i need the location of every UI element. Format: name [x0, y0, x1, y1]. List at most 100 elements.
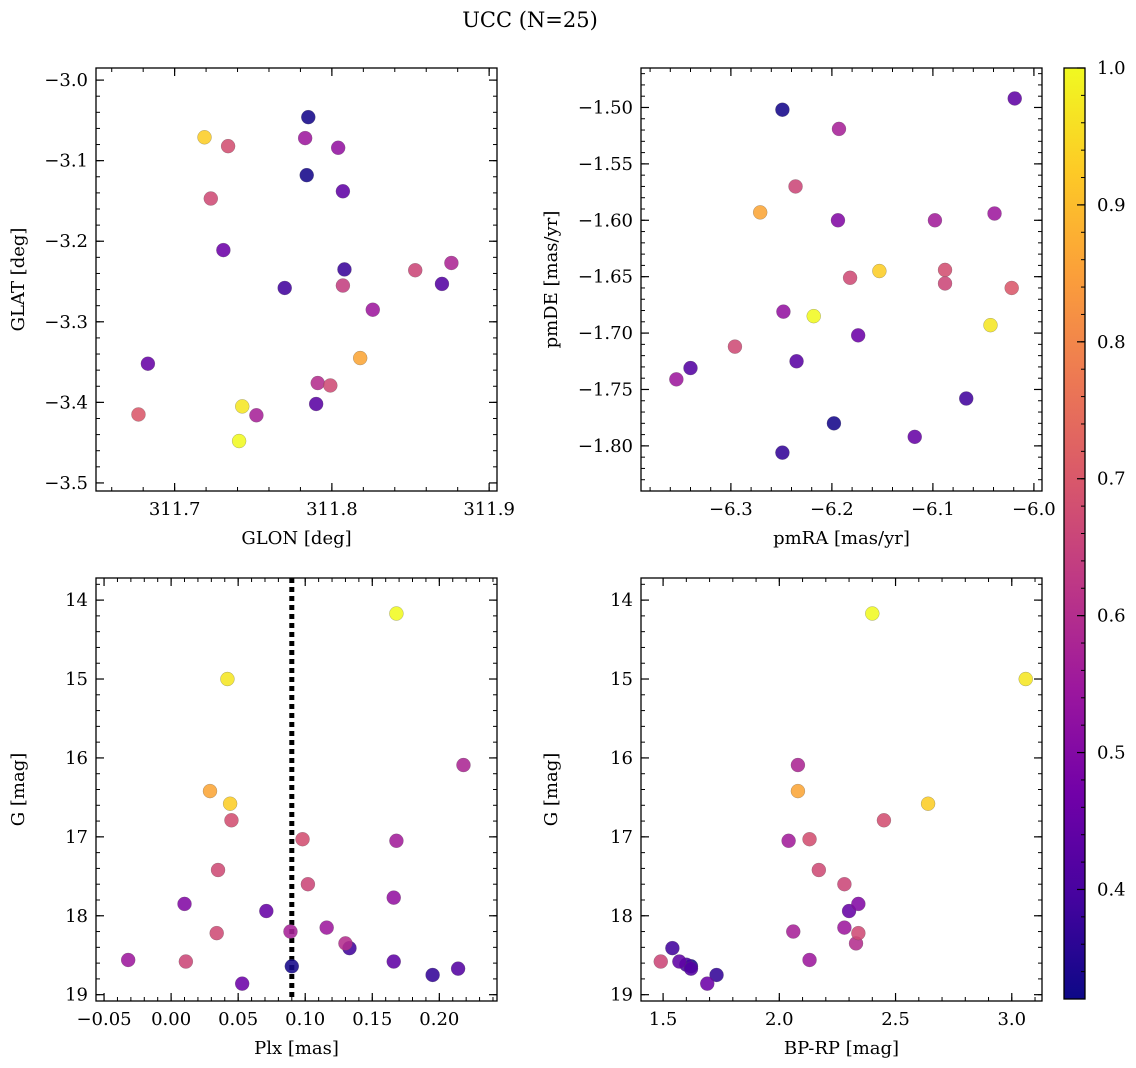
scatter-point [837, 920, 852, 935]
y-tick-label: −3.3 [44, 312, 88, 333]
scatter-point [776, 304, 791, 319]
scatter-point [842, 270, 858, 286]
scatter-point [284, 959, 300, 974]
scatter-point [297, 130, 313, 146]
colorbar-tick-label: 0.8 [1097, 332, 1126, 353]
x-tick-label: 0.10 [285, 1009, 325, 1030]
x-tick-label: −6.0 [1012, 499, 1056, 520]
scatter-point [434, 276, 450, 292]
scatter-point [907, 429, 922, 445]
scatter-point [920, 796, 936, 811]
scatter-point [802, 952, 817, 968]
scatter-point [234, 976, 250, 991]
scatter-point [1004, 280, 1019, 296]
scatter-point [851, 925, 866, 941]
scatter-point [389, 833, 404, 848]
scatter-point [197, 130, 212, 145]
scatter-point [386, 954, 401, 969]
y-tick-label: −1.55 [578, 154, 633, 175]
y-tick-label: 15 [65, 669, 88, 690]
y-tick-label: −1.70 [578, 323, 633, 344]
scatter-point [231, 433, 247, 449]
scatter-point [338, 936, 353, 951]
y-axis-label: GLAT [deg] [8, 228, 29, 332]
panels: 311.7 311.8 311.9 −3.5 −3.4 −3.3 −3.2 −3.1 −3.0 G… [8, 67, 1056, 1059]
y-tick-label: −3.1 [44, 151, 88, 172]
y-tick-label: 18 [65, 906, 88, 927]
colorbar-tick-label: 0.6 [1097, 606, 1126, 627]
colorbar: 0.4 0.5 0.6 0.7 0.8 0.9 1.0 [1063, 58, 1126, 1000]
scatter-point [202, 783, 218, 799]
figure-title: UCC (N=25) [462, 8, 598, 32]
x-tick-label: 0.05 [218, 1009, 258, 1030]
scatter-point [335, 278, 351, 293]
scatter-point [209, 925, 224, 941]
scatter-point [300, 877, 316, 892]
scatter-point [450, 961, 466, 976]
plot-frame [640, 67, 1043, 492]
scatter-point [386, 890, 401, 905]
y-tick-label: −3.2 [44, 231, 88, 252]
scatter-point [669, 372, 684, 387]
scatter-point [1018, 671, 1033, 687]
y-tick-label: −1.80 [578, 436, 633, 457]
y-tick-label: −1.60 [578, 210, 633, 231]
scatter-point [222, 796, 238, 811]
y-axis-label: G [mag] [8, 753, 29, 826]
scatter-point [337, 262, 352, 277]
scatter-point [865, 606, 880, 621]
scatter-point [959, 391, 974, 406]
y-tick-label: −3.4 [44, 392, 88, 413]
x-tick-label: −0.05 [76, 1009, 131, 1030]
scatter-point [700, 976, 715, 991]
colorbar-tick-label: 1.0 [1097, 58, 1126, 79]
plot-frame [95, 577, 498, 1002]
y-tick-label: −3.0 [44, 70, 88, 91]
y-tick-label: 15 [610, 669, 633, 690]
x-axis-label: GLON [deg] [241, 528, 351, 549]
x-tick-label: 311.8 [306, 499, 358, 520]
scatter-point [683, 360, 698, 376]
x-tick-label: 2.0 [765, 1009, 794, 1030]
scatter-point [937, 262, 953, 278]
scatter-point [665, 940, 680, 956]
scatter-point [831, 121, 847, 137]
scatter-point [131, 407, 146, 422]
colorbar-tick-label: 0.5 [1097, 743, 1126, 764]
scatter-point [775, 445, 790, 460]
x-axis-label: pmRA [mas/yr] [773, 528, 910, 549]
x-tick-label: 0.20 [419, 1009, 459, 1030]
colorbar-tick-label: 0.7 [1097, 469, 1126, 490]
scatter-point [301, 109, 316, 125]
y-tick-label: 19 [610, 985, 633, 1006]
scatter-point [781, 833, 796, 848]
y-tick-label: 17 [610, 827, 633, 848]
scatter-point [837, 877, 852, 892]
x-tick-label: 2.5 [881, 1009, 910, 1030]
scatter-point [299, 167, 314, 183]
scatter-point [249, 408, 264, 423]
panel-cmd: 1.5 2.0 2.5 3.0 14 15 16 17 18 19 BP-RP [mag] G [ma… [541, 577, 1043, 1059]
scatter-point [283, 924, 298, 939]
x-tick-label: −6.2 [810, 499, 854, 520]
scatter-point [790, 783, 806, 799]
y-tick-label: −1.65 [578, 267, 633, 288]
colorbar-tick-label: 0.4 [1097, 879, 1126, 900]
scatter-point [806, 308, 821, 324]
x-axis-label: BP-RP [mag] [784, 1038, 899, 1059]
scatter-point [709, 967, 724, 983]
panel-proper-motion: −6.3 −6.2 −6.1 −6.0 −1.80 −1.75 −1.70 −1.65 −1.6… [541, 67, 1056, 549]
x-tick-label: 0.15 [352, 1009, 392, 1030]
scatter-point [220, 671, 235, 687]
scatter-point [850, 328, 866, 343]
scatter-point [203, 191, 218, 206]
scatter-point [802, 832, 817, 847]
scatter-point [444, 255, 459, 271]
scatter-point [210, 862, 226, 878]
scatter-point [277, 280, 292, 296]
scatter-point [775, 102, 790, 117]
y-tick-label: 18 [610, 906, 633, 927]
x-tick-label: 0.00 [151, 1009, 191, 1030]
panel-plx-g: −0.05 0.00 0.05 0.10 0.15 0.20 14 15 16 17 18 19 Plx… [8, 577, 498, 1059]
